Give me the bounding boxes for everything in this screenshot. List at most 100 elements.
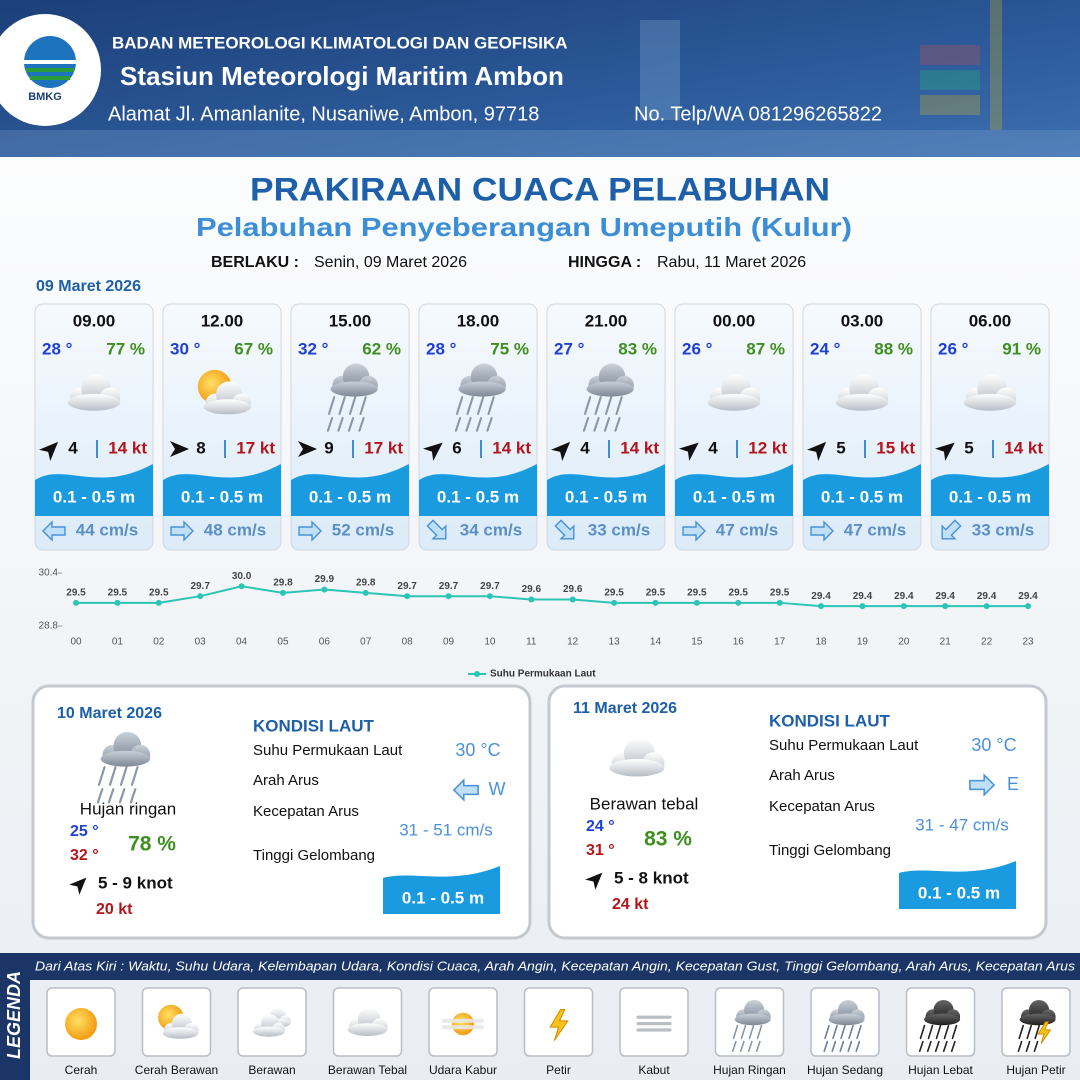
sst-label: Suhu Permukaan Laut xyxy=(769,737,919,754)
humidity: 67 % xyxy=(234,339,273,358)
current-direction: E xyxy=(1007,774,1019,794)
rain-drop xyxy=(856,1024,862,1040)
data-label: 29.5 xyxy=(770,587,790,598)
weather-icon xyxy=(158,1004,199,1039)
rain-drop xyxy=(119,766,128,786)
sst-point xyxy=(776,599,783,606)
sst-point xyxy=(445,593,452,600)
current-speed: 52 cm/s xyxy=(332,520,394,539)
valid-until-label: HINGGA : xyxy=(568,254,641,271)
wave-label: Tinggi Gelombang xyxy=(253,847,375,864)
sst-point xyxy=(859,603,866,610)
rain-drop xyxy=(824,1024,830,1040)
gust: 17 kt xyxy=(364,438,403,457)
wind-arrow xyxy=(38,441,59,462)
gust: 24 kt xyxy=(612,896,649,913)
humidity: 75 % xyxy=(490,339,529,358)
x-tick-label: 11 xyxy=(526,637,537,648)
time: 06.00 xyxy=(969,311,1012,330)
rain-drop xyxy=(603,417,611,432)
data-label: 29.7 xyxy=(439,581,459,592)
gust: 14 kt xyxy=(1004,438,1043,457)
sun xyxy=(451,1012,475,1036)
data-label: 29.4 xyxy=(853,591,873,602)
rain-drop xyxy=(748,1024,755,1040)
cloud-part xyxy=(835,393,889,411)
sst-point xyxy=(404,593,411,600)
rain-drop xyxy=(847,1040,853,1052)
direction-label: Arah Arus xyxy=(253,772,319,789)
legend-item: Hujan Ringan xyxy=(713,1063,786,1077)
x-tick-label: 06 xyxy=(319,637,331,648)
wind-speed: 4 xyxy=(708,438,718,457)
rain-drop xyxy=(832,1024,838,1040)
wave-height: 0.1 - 0.5 m xyxy=(437,487,519,506)
rain-drop xyxy=(96,788,104,804)
weather-icon xyxy=(326,363,378,432)
rain-drop xyxy=(942,1040,948,1052)
air-temperature: 30 ° xyxy=(170,339,201,358)
rain-drop xyxy=(934,1040,940,1052)
wave-label: Tinggi Gelombang xyxy=(769,842,891,859)
logo xyxy=(24,36,76,88)
legend-item: Cerah Berawan xyxy=(135,1063,218,1077)
wind-arrow xyxy=(422,442,443,461)
organization: BADAN METEOROLOGI KLIMATOLOGI DAN GEOFIS… xyxy=(112,33,568,52)
wind-speed: 4 xyxy=(580,438,590,457)
gust: 14 kt xyxy=(108,438,147,457)
weather-icon xyxy=(823,1000,865,1052)
x-tick-label: 01 xyxy=(112,637,124,648)
wave xyxy=(547,464,665,516)
wave-height: 0.1 - 0.5 m xyxy=(821,487,903,506)
weather-icon xyxy=(197,369,251,415)
wave-height: 0.1 - 0.5 m xyxy=(565,487,647,506)
current-speed: 47 cm/s xyxy=(844,520,906,539)
gust: 14 kt xyxy=(620,438,659,457)
condition: Berawan tebal xyxy=(590,794,699,813)
cloud-part xyxy=(586,381,634,397)
wave xyxy=(803,464,921,516)
wave-height: 0.1 - 0.5 m xyxy=(693,487,775,506)
rain-drop xyxy=(855,1040,861,1052)
current-arrow xyxy=(554,519,575,540)
humidity: 83 % xyxy=(618,339,657,358)
gust: 12 kt xyxy=(748,438,787,457)
rain-drop xyxy=(831,1040,837,1052)
x-tick-label: 18 xyxy=(815,637,827,648)
phone: No. Telp/WA 081296265822 xyxy=(634,103,882,125)
rain-drop xyxy=(130,766,139,786)
x-tick-label: 16 xyxy=(733,637,745,648)
cloud-part xyxy=(734,1013,771,1026)
rain-drop xyxy=(1026,1024,1032,1040)
data-label: 29.7 xyxy=(480,581,500,592)
x-tick-label: 09 xyxy=(443,637,455,648)
legend-description: Dari Atas Kiri : Waktu, Suhu Udara, Kele… xyxy=(35,958,1076,973)
current-arrow xyxy=(42,520,66,542)
wind-speed: 8 xyxy=(196,438,205,457)
sea-heading: KONDISI LAUT xyxy=(769,711,891,730)
legend-item: Hujan Lebat xyxy=(908,1063,973,1077)
sst-point xyxy=(1025,603,1031,610)
sst-point xyxy=(279,589,286,596)
x-tick-label: 20 xyxy=(898,637,910,648)
cloud-part xyxy=(252,1026,285,1037)
cloud-part xyxy=(330,381,378,397)
current-speed: 31 - 51 cm/s xyxy=(399,820,493,839)
weather-icon xyxy=(582,363,634,432)
wind-arrow xyxy=(170,441,189,457)
weather-icon xyxy=(96,732,151,804)
humidity: 77 % xyxy=(106,339,145,358)
weather-icon xyxy=(636,1015,672,1032)
wave xyxy=(291,464,409,516)
cloud-part xyxy=(162,1027,199,1039)
air-temperature: 24 ° xyxy=(810,339,841,358)
rain-drop xyxy=(615,396,623,415)
data-label: 29.8 xyxy=(273,578,293,589)
weather-icon xyxy=(963,374,1017,411)
rain-drop xyxy=(583,396,592,415)
current-speed: 47 cm/s xyxy=(716,520,778,539)
sst-point xyxy=(735,599,742,606)
rain-drop xyxy=(118,788,126,804)
rain-drop xyxy=(327,396,336,415)
wave-height: 0.1 - 0.5 m xyxy=(181,487,263,506)
